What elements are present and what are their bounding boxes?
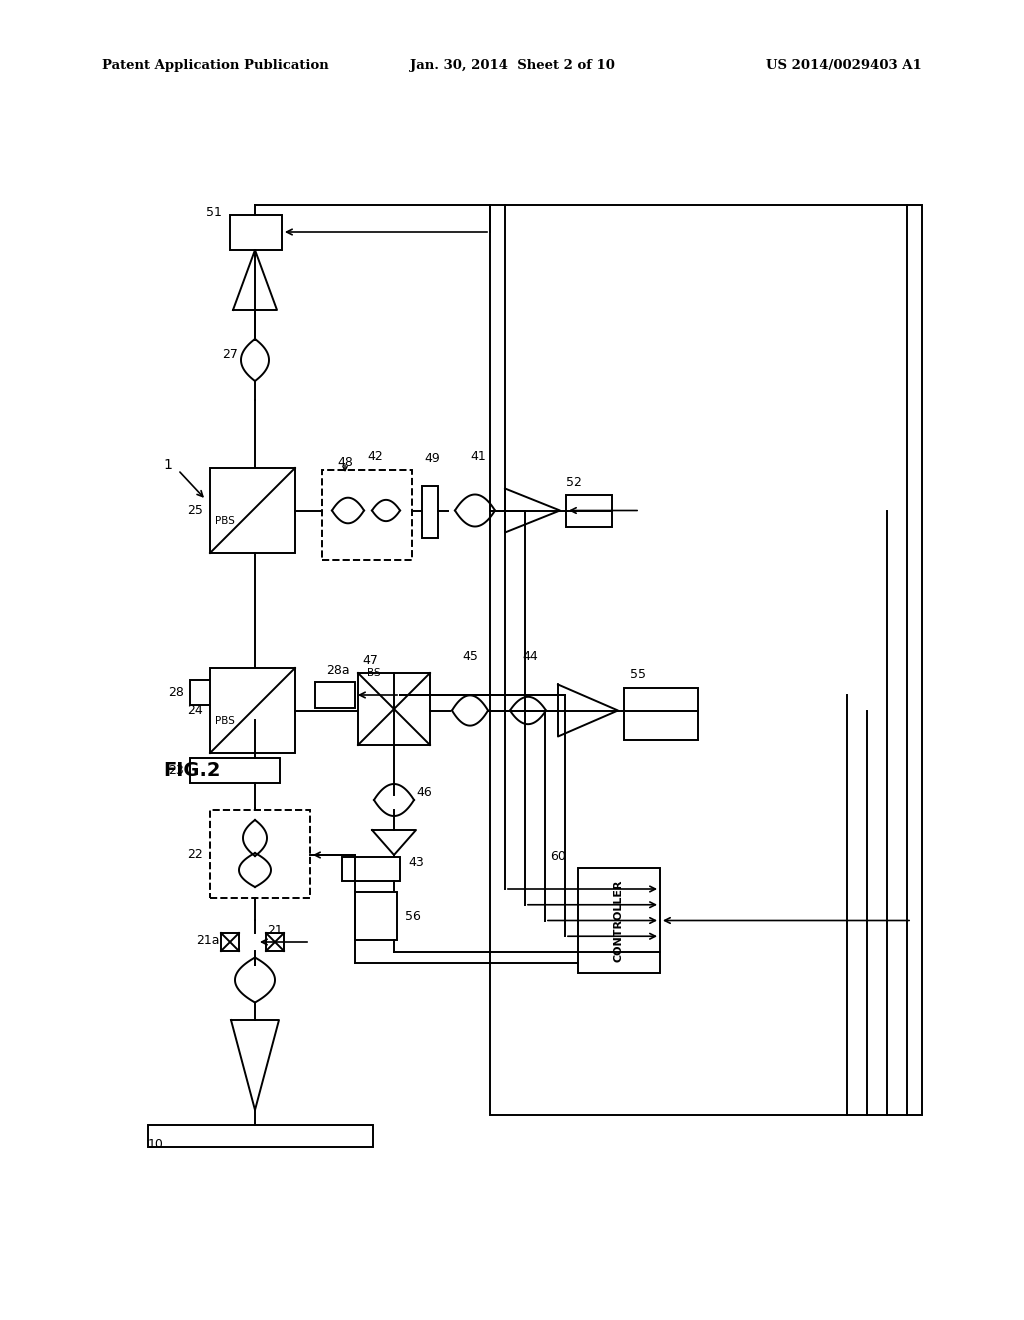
Text: 41: 41 (470, 450, 485, 463)
Text: 60: 60 (550, 850, 566, 862)
Bar (566, 495, 612, 527)
Text: 27: 27 (222, 348, 238, 362)
Bar (322, 470, 412, 560)
Text: 48: 48 (337, 455, 353, 469)
Text: 55: 55 (630, 668, 646, 681)
Bar (230, 215, 282, 249)
Bar (490, 205, 922, 1115)
Text: PBS: PBS (215, 715, 234, 726)
Bar (210, 810, 310, 898)
Text: 42: 42 (368, 450, 383, 463)
Text: BS: BS (368, 668, 381, 678)
Bar (210, 469, 295, 553)
Text: PBS: PBS (215, 516, 234, 525)
Text: 22: 22 (187, 849, 203, 862)
Bar (578, 869, 660, 973)
Bar (210, 668, 295, 752)
Bar (624, 688, 698, 741)
Text: 1: 1 (163, 458, 172, 473)
Text: 46: 46 (416, 785, 432, 799)
Bar (342, 857, 400, 880)
Text: FIG.2: FIG.2 (163, 760, 220, 780)
Text: 52: 52 (566, 475, 582, 488)
Text: 56: 56 (406, 909, 421, 923)
Text: 28: 28 (168, 685, 184, 698)
Bar (148, 1125, 373, 1147)
Bar (422, 486, 438, 539)
Text: US 2014/0029403 A1: US 2014/0029403 A1 (766, 58, 922, 71)
Text: 10: 10 (148, 1138, 164, 1151)
Text: 51: 51 (206, 206, 222, 219)
Text: Jan. 30, 2014  Sheet 2 of 10: Jan. 30, 2014 Sheet 2 of 10 (410, 58, 614, 71)
Text: 21a: 21a (197, 933, 220, 946)
Text: CONTROLLER: CONTROLLER (614, 879, 624, 962)
Text: 43: 43 (408, 855, 424, 869)
Text: 25: 25 (187, 504, 203, 517)
Text: 49: 49 (424, 451, 440, 465)
Text: Patent Application Publication: Patent Application Publication (102, 58, 329, 71)
Text: 47: 47 (362, 653, 378, 667)
Text: 23: 23 (168, 763, 184, 776)
Text: 45: 45 (462, 651, 478, 664)
Text: 44: 44 (522, 651, 538, 664)
Bar (190, 758, 280, 783)
Bar (190, 680, 280, 705)
Bar (358, 673, 430, 744)
Text: 24: 24 (187, 704, 203, 717)
Text: 28a: 28a (327, 664, 350, 676)
Text: 21: 21 (267, 924, 283, 936)
Bar (266, 933, 284, 950)
Bar (355, 892, 397, 940)
Bar (315, 682, 355, 708)
Bar (221, 933, 239, 950)
